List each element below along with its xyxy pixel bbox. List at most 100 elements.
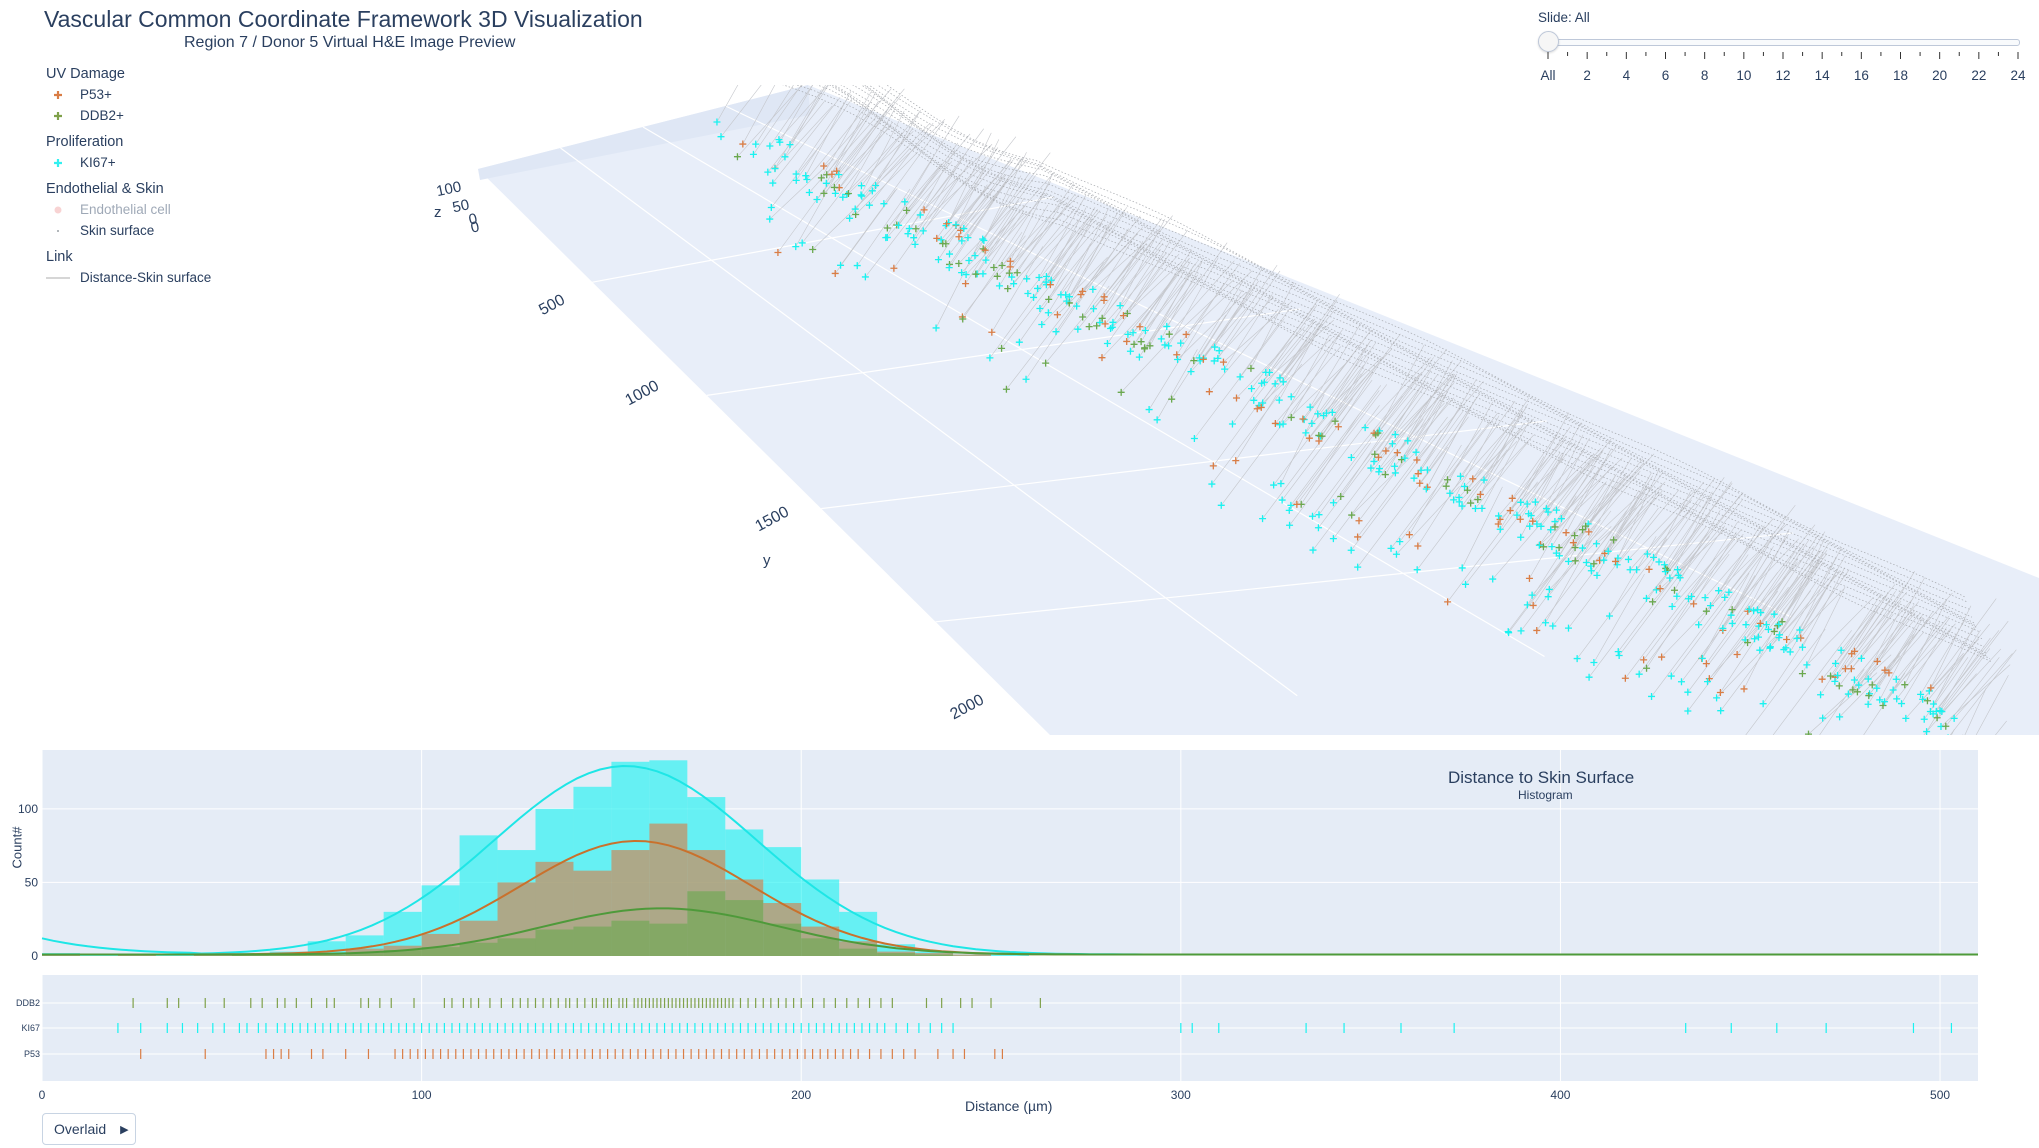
slider-tick-label[interactable]: 2 xyxy=(1583,68,1591,83)
ki67-cell-marker xyxy=(964,234,972,242)
ki67-cell-marker xyxy=(1893,695,1901,703)
distance-link-line xyxy=(1309,373,1362,439)
distance-link-line xyxy=(1629,499,1692,570)
distance-link-line xyxy=(949,180,1008,255)
p53-cell-marker xyxy=(1656,585,1664,593)
distance-link-line xyxy=(835,122,893,194)
far-cell-marker xyxy=(1354,533,1362,541)
distance-link-line xyxy=(1617,468,1660,559)
distance-link-line xyxy=(1039,224,1108,309)
slider-tick-label[interactable]: All xyxy=(1540,68,1556,83)
ki67-cell-marker xyxy=(1626,566,1634,574)
distance-link-line xyxy=(1413,405,1462,479)
slider-tick-label[interactable]: 12 xyxy=(1775,68,1791,83)
slider-handle[interactable] xyxy=(1538,31,1559,52)
slider-tick-label[interactable]: 6 xyxy=(1661,68,1670,83)
ki67-cell-marker xyxy=(1034,284,1042,292)
ki67-cell-marker xyxy=(952,221,960,229)
distance-link-line xyxy=(1929,605,1972,692)
distance-link-line xyxy=(997,212,1064,277)
scene-grid-line xyxy=(706,308,1301,396)
distance-link-line xyxy=(1520,454,1564,538)
legend-item[interactable]: Skin surface xyxy=(46,220,211,241)
ddb2-cell-marker xyxy=(1098,314,1106,322)
ki67-cell-marker xyxy=(945,250,953,258)
ki67-cell-marker xyxy=(1404,437,1412,445)
distance-link-line xyxy=(1232,352,1284,425)
ddb2-cell-marker xyxy=(1770,627,1778,635)
distance-link-line xyxy=(1679,499,1743,578)
slider-tick-label[interactable]: 8 xyxy=(1700,68,1709,83)
histogram-chart[interactable]: 0 50 100 xyxy=(0,740,2039,965)
ki67-cell-marker xyxy=(1604,547,1612,555)
distance-link-line xyxy=(1879,617,1924,701)
distance-link-line xyxy=(1527,532,1575,606)
distance-link-line xyxy=(1615,485,1663,562)
ki67-cell-marker xyxy=(803,175,811,183)
ki67-cell-marker xyxy=(1259,399,1267,407)
p53-cell-marker xyxy=(1508,494,1516,502)
ddb2-cell-marker xyxy=(1868,681,1876,689)
slider-tick-label[interactable]: 4 xyxy=(1622,68,1631,83)
far-cell-marker xyxy=(1640,656,1648,664)
skin-surface-curve xyxy=(833,85,1983,640)
ki67-cell-marker xyxy=(1388,440,1396,448)
far-cell-marker xyxy=(1208,480,1216,488)
distance-link-line xyxy=(1778,576,1831,638)
p53-cell-marker xyxy=(1079,287,1087,295)
slider-tick-label[interactable]: 24 xyxy=(2010,68,2026,83)
ki67-cell-marker xyxy=(872,182,880,190)
p53-cell-marker xyxy=(1098,354,1106,362)
far-cell-marker xyxy=(1278,496,1286,504)
ki67-cell-marker xyxy=(1673,592,1681,600)
rug-plot[interactable]: 0 100 200 300 400 500 DDB2 KI67 P53 xyxy=(0,975,2039,1103)
distance-link-line xyxy=(989,282,1046,359)
legend-item[interactable]: Distance-Skin surface xyxy=(46,267,211,288)
slider-tick-label[interactable]: 14 xyxy=(1814,68,1830,83)
distance-link-line xyxy=(1687,571,1779,693)
ddb2-cell-marker xyxy=(1539,543,1547,551)
y-axis-tick-label: 1500 xyxy=(752,503,791,535)
legend-item[interactable]: P53+ xyxy=(46,84,211,105)
ki67-cell-marker xyxy=(1950,714,1958,722)
distance-link-line xyxy=(1396,486,1460,555)
slider-tick-label[interactable]: 20 xyxy=(1932,68,1948,83)
distance-link-line xyxy=(856,188,911,266)
ki67-cell-marker xyxy=(822,179,830,187)
slider-tick-label[interactable]: 18 xyxy=(1892,68,1909,83)
legend-item[interactable]: KI67+ xyxy=(46,152,211,173)
distance-link-line xyxy=(1975,675,2009,735)
ddb2-cell-marker xyxy=(955,260,963,268)
distance-link-line xyxy=(1180,262,1241,344)
distance-link-line xyxy=(1139,271,1193,358)
distance-link-line xyxy=(1050,222,1093,285)
ki67-cell-marker xyxy=(1864,675,1872,683)
distance-link-line xyxy=(1867,605,1914,680)
distance-link-line xyxy=(1046,207,1096,285)
slider-tick-label[interactable]: 10 xyxy=(1736,68,1752,83)
ddb2-histogram-bar xyxy=(459,942,498,956)
ki67-cell-marker xyxy=(910,234,918,242)
slider-rail[interactable] xyxy=(1548,39,2020,46)
far-cell-marker xyxy=(1585,673,1593,681)
slider-tick-label[interactable]: 16 xyxy=(1853,68,1869,83)
distance-link-line xyxy=(1025,297,1081,380)
ki67-cell-marker xyxy=(962,271,970,279)
ddb2-cell-marker xyxy=(939,240,947,248)
slider-tick-label[interactable]: 22 xyxy=(1971,68,1987,83)
ki67-cell-marker xyxy=(1754,606,1762,614)
legend-item[interactable]: DDB2+ xyxy=(46,105,211,126)
distance-link-line xyxy=(948,132,992,223)
ki67-cell-marker xyxy=(1542,505,1550,513)
distance-link-line xyxy=(1539,465,1596,546)
distance-link-line xyxy=(1901,627,1947,704)
overlaid-button[interactable]: Overlaid ▶ xyxy=(42,1113,136,1145)
ki67-cell-marker xyxy=(1401,454,1409,462)
far-cell-marker xyxy=(1347,546,1355,554)
ddb2-cell-marker xyxy=(1079,313,1087,321)
distance-link-line xyxy=(1658,496,1704,563)
ki67-cell-marker xyxy=(1831,677,1839,685)
p53-cell-marker xyxy=(1881,666,1889,674)
legend-item[interactable]: Endothelial cell xyxy=(46,199,211,220)
